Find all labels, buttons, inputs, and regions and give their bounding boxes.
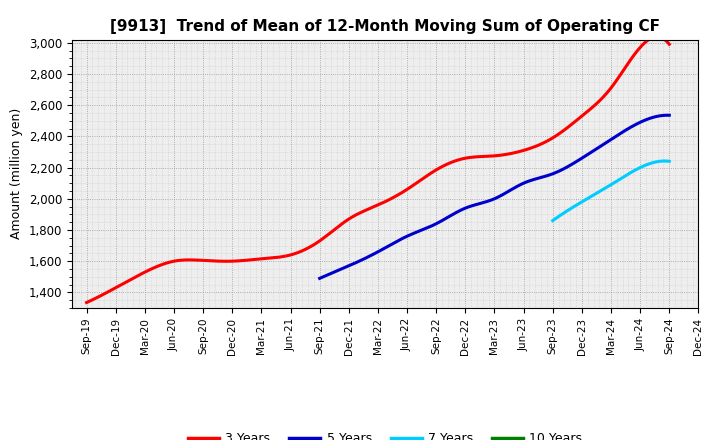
5 Years (632, 121, 641, 127)
7 Years (617, 176, 626, 181)
3 Years (84, 299, 93, 304)
3 Years (653, 34, 662, 40)
5 Years (529, 177, 538, 182)
Line: 3 Years: 3 Years (86, 37, 670, 303)
7 Years (549, 218, 557, 223)
3 Years (439, 163, 448, 169)
3 Years (429, 169, 438, 174)
5 Years (315, 276, 324, 281)
3 Years (82, 300, 91, 305)
7 Years (620, 174, 629, 179)
Y-axis label: Amount (million yen): Amount (million yen) (10, 108, 23, 239)
7 Years (654, 159, 662, 164)
Legend: 3 Years, 5 Years, 7 Years, 10 Years: 3 Years, 5 Years, 7 Years, 10 Years (183, 427, 588, 440)
5 Years (523, 179, 532, 184)
3 Years (611, 81, 619, 86)
5 Years (665, 113, 674, 118)
5 Years (662, 113, 671, 118)
7 Years (660, 158, 669, 164)
5 Years (522, 179, 531, 184)
3 Years (427, 170, 436, 176)
7 Years (549, 218, 557, 223)
7 Years (647, 161, 655, 166)
Line: 5 Years: 5 Years (320, 115, 670, 279)
7 Years (618, 175, 626, 180)
5 Years (610, 135, 618, 140)
Line: 7 Years: 7 Years (553, 161, 670, 220)
5 Years (317, 275, 325, 280)
3 Years (573, 117, 582, 122)
7 Years (665, 159, 674, 164)
Title: [9913]  Trend of Mean of 12-Month Moving Sum of Operating CF: [9913] Trend of Mean of 12-Month Moving … (110, 19, 660, 34)
3 Years (665, 42, 674, 47)
